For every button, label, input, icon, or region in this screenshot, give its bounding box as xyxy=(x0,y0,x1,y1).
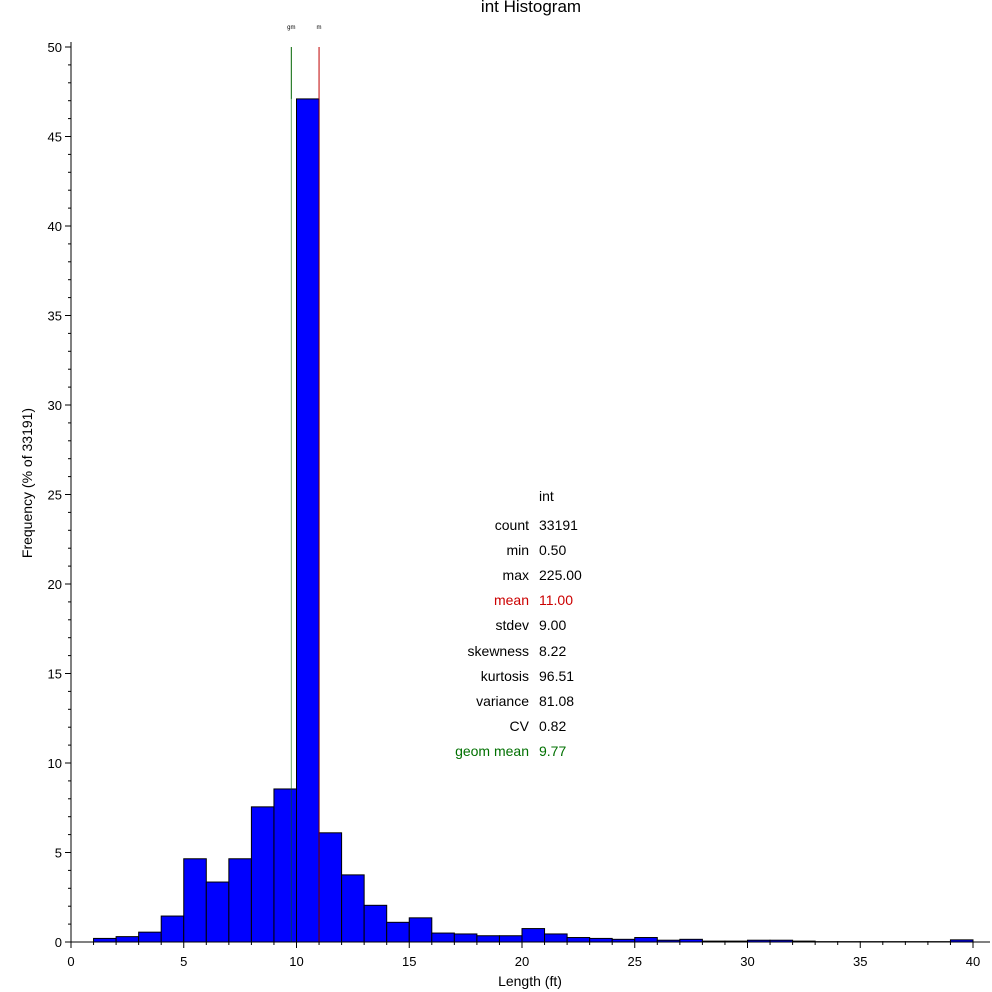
stats-value: 33191 xyxy=(539,517,578,533)
histogram-bar xyxy=(273,788,298,943)
histogram-bar xyxy=(408,917,433,943)
y-tick-label: 30 xyxy=(48,398,62,413)
stats-row-stdev: stdev 9.00 xyxy=(430,617,630,635)
histogram-bar xyxy=(318,832,343,943)
x-tick-label: 0 xyxy=(67,954,74,969)
histogram-bar xyxy=(228,858,252,943)
x-tick-label: 5 xyxy=(180,954,187,969)
stats-value: 9.00 xyxy=(539,617,567,634)
stats-label: count xyxy=(494,517,529,533)
x-tick-label: 40 xyxy=(966,954,980,969)
y-tick-label: 35 xyxy=(48,309,62,324)
x-tick-label: 15 xyxy=(402,954,416,969)
histogram-bar xyxy=(341,874,365,943)
histogram-bar xyxy=(521,928,546,943)
x-tick-label: 35 xyxy=(853,954,867,969)
stats-row-CV: CV 0.82 xyxy=(430,718,630,736)
chart-axes: 0 5 10 15 20 25 30 35 40 45 50 0 5 10 15 20 25 30 35 40 xyxy=(48,40,990,969)
stats-row-min: min 0.50 xyxy=(430,542,630,560)
stats-label: CV xyxy=(509,717,529,734)
histogram-bar xyxy=(138,931,162,943)
stats-row-skewness: skewness 8.22 xyxy=(430,643,630,661)
histogram-bar xyxy=(431,932,455,943)
stats-value: 11.00 xyxy=(539,592,573,609)
stats-label: variance xyxy=(476,692,529,709)
stats-value: 96.51 xyxy=(539,667,575,684)
reference-lines: gm m xyxy=(287,25,322,942)
x-tick-label: 30 xyxy=(740,954,754,969)
stats-header-row: int xyxy=(430,488,630,506)
stats-value: 0.50 xyxy=(539,542,567,559)
stats-header: int xyxy=(539,488,554,504)
histogram-bar xyxy=(160,915,185,943)
x-tick-label: 25 xyxy=(628,954,642,969)
stats-label: geom mean xyxy=(455,742,529,759)
histogram-bar xyxy=(498,935,523,943)
histogram-bar xyxy=(250,806,275,943)
histogram-bar xyxy=(205,881,230,943)
histogram-bar xyxy=(544,933,568,943)
y-tick-label: 0 xyxy=(55,935,62,950)
stats-row-mean: mean 11.00 xyxy=(430,592,630,610)
y-tick-label: 20 xyxy=(48,577,62,592)
stats-label: skewness xyxy=(467,642,529,659)
stats-label: mean xyxy=(493,592,529,609)
y-tick-label: 45 xyxy=(48,130,62,145)
y-tick-label: 10 xyxy=(48,756,62,771)
reference-label-m: m xyxy=(317,25,322,31)
stats-row-geom-mean: geom mean 9.77 xyxy=(430,743,630,761)
stats-value: 0.82 xyxy=(539,717,567,734)
stats-label: max xyxy=(502,567,529,584)
y-tick-label: 25 xyxy=(48,488,62,503)
stats-label: kurtosis xyxy=(480,667,529,684)
histogram-bar xyxy=(93,937,117,943)
y-tick-label: 50 xyxy=(48,40,62,55)
y-tick-label: 15 xyxy=(48,667,62,682)
histogram-bar xyxy=(589,937,613,943)
histogram-bar xyxy=(115,936,140,943)
histogram-bar xyxy=(183,858,207,943)
histogram-bar xyxy=(566,937,591,943)
histogram-bar xyxy=(386,921,410,943)
stats-value: 9.77 xyxy=(539,742,567,759)
stats-label: min xyxy=(506,542,529,559)
histogram-bar xyxy=(296,98,320,943)
x-tick-label: 10 xyxy=(289,954,303,969)
reference-label-gm: gm xyxy=(287,25,295,31)
stats-row-variance: variance 81.08 xyxy=(430,693,630,711)
histogram-bar xyxy=(453,933,478,943)
stats-row-max: max 225.00 xyxy=(430,567,630,585)
histogram-bar xyxy=(363,904,388,943)
x-tick-label: 20 xyxy=(515,954,529,969)
y-tick-label: 5 xyxy=(55,846,62,861)
x-axis-label: Length (ft) xyxy=(498,973,562,989)
chart-title: int Histogram xyxy=(480,0,582,16)
stats-value: 225.00 xyxy=(539,567,582,584)
stats-row-kurtosis: kurtosis 96.51 xyxy=(430,668,630,686)
stats-value: 81.08 xyxy=(539,692,575,709)
y-axis-label: Frequency (% of 33191) xyxy=(19,407,35,559)
histogram-bar xyxy=(476,935,500,943)
stats-row-count: count 33191 xyxy=(430,517,630,535)
stats-value: 8.22 xyxy=(539,642,567,659)
y-tick-label: 40 xyxy=(48,219,62,234)
histogram-bar xyxy=(634,937,658,943)
stats-label: stdev xyxy=(495,617,529,634)
